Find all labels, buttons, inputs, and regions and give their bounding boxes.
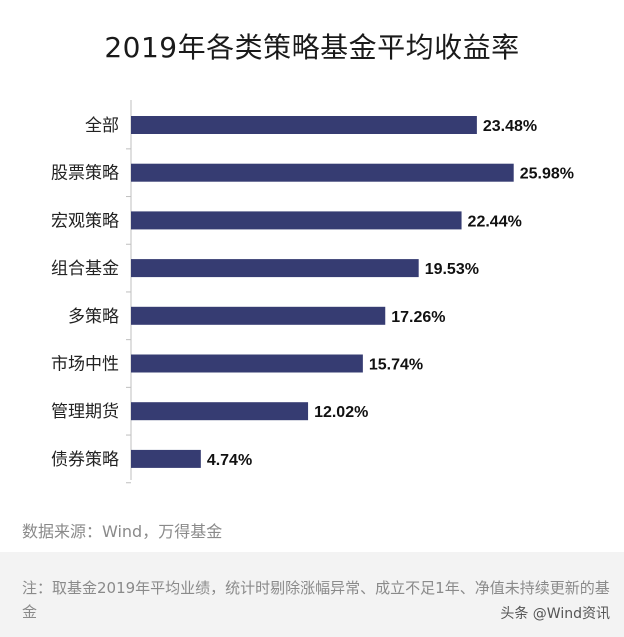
value-label: 22.44% (468, 213, 522, 230)
category-label: 多策略 (68, 307, 119, 327)
value-label: 17.26% (391, 309, 445, 326)
value-label: 25.98% (520, 166, 574, 183)
chart-card: 2019年各类策略基金平均收益率 全部 23.48% 股票策略 25.98% 宏观策略 2… (22, 31, 574, 541)
bar-chart: 全部 23.48% 股票策略 25.98% 宏观策略 22.44% 组合基金 19.53% 多策… (51, 100, 574, 484)
bar (131, 449, 201, 468)
category-label: 组合基金 (51, 259, 119, 279)
data-source: 数据来源：Wind，万得基金 (22, 522, 223, 541)
category-label: 管理期货 (51, 402, 119, 422)
value-label: 4.74% (207, 452, 252, 469)
category-label: 债券策略 (51, 450, 119, 470)
footnote-panel: 注：取基金2019年平均业绩，统计时剔除涨幅异常、成立不足1年、净值未持续更新的… (0, 552, 624, 637)
footnote-text: 注：取基金2019年平均业绩，统计时剔除涨幅异常、成立不足1年、净值未持续更新的… (22, 579, 610, 621)
chart-title: 2019年各类策略基金平均收益率 (104, 31, 520, 64)
bar (131, 116, 477, 134)
bar (131, 354, 363, 373)
value-label: 19.53% (425, 261, 479, 278)
category-label: 全部 (85, 116, 119, 136)
bar (131, 306, 386, 325)
value-label: 15.74% (369, 357, 423, 374)
category-label: 股票策略 (51, 164, 119, 184)
bar (131, 259, 419, 278)
category-label: 宏观策略 (51, 211, 119, 231)
category-label: 市场中性 (51, 355, 119, 375)
value-label: 23.48% (483, 118, 537, 135)
bar (131, 211, 462, 230)
bar (131, 402, 309, 421)
bar (131, 163, 514, 182)
watermark: 头条 @Wind资讯 (500, 606, 610, 622)
value-label: 12.02% (314, 404, 368, 421)
